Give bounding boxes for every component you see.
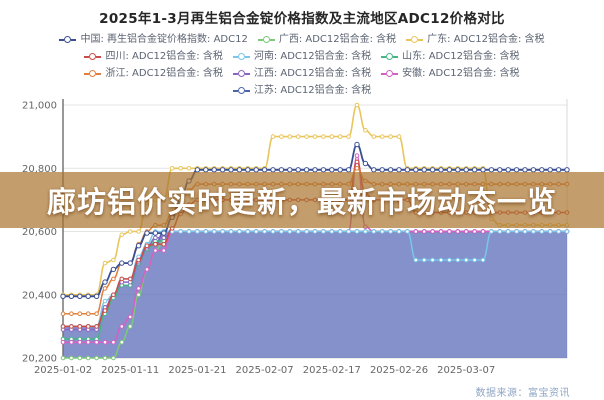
legend-marker-guangxi-icon [257,36,275,43]
data-source-label: 数据来源：富宝资讯 [475,388,570,399]
x-axis-tick-label: 2025-01-02 [34,365,92,376]
legend-marker-jiangxi-icon [232,70,250,77]
legend-marker-shandong-icon [381,53,399,60]
y-axis-tick-label: 21,000 [22,101,57,112]
legend-label-jiangsu: 江苏: ADC12铝合金: 含税 [253,85,372,96]
legend-item-china[interactable]: 中国: 再生铝合金锭价格指数: ADC12 [59,31,248,48]
legend-label-zhejiang: 浙江: ADC12铝合金: 含税 [105,68,223,79]
legend-marker-jiangsu-icon [232,87,250,94]
legend-item-sichuan[interactable]: 四川: ADC12铝合金: 含税 [84,48,223,65]
legend-item-shandong[interactable]: 山东: ADC12铝合金: 含税 [381,48,520,65]
x-axis-tick-label: 2025-02-17 [303,365,361,376]
x-axis-tick-label: 2025-02-07 [236,365,294,376]
legend-label-guangxi: 广西: ADC12铝合金: 含税 [278,34,397,45]
legend-label-china: 中国: 再生铝合金锭价格指数: ADC12 [80,34,248,45]
x-axis-tick-label: 2025-01-21 [168,365,226,376]
headline-text: 廊坊铝价实时更新，最新市场动态一览 [46,185,557,219]
y-axis-tick-label: 20,800 [22,164,57,175]
y-axis-tick-label: 20,600 [22,227,57,238]
price-chart-canvas[interactable]: 21,000 20,800 20,600 20,400 20,2002025-01-02… [0,95,604,380]
legend-label-anhui: 安徽: ADC12铝合金: 含税 [402,68,520,79]
legend-label-henan: 河南: ADC12铝合金: 含税 [253,51,372,62]
legend-marker-henan-icon [232,53,250,60]
x-axis-tick-label: 2025-01-11 [101,365,159,376]
legend-label-shandong: 山东: ADC12铝合金: 含税 [402,51,520,62]
legend-label-jiangxi: 江西: ADC12铝合金: 含税 [253,68,372,79]
legend-item-anhui[interactable]: 安徽: ADC12铝合金: 含税 [381,65,520,82]
series-area-jiangsu [63,231,567,358]
x-axis-tick-label: 2025-02-26 [370,365,428,376]
y-axis-tick-label: 20,400 [22,290,57,301]
legend-marker-zhejiang-icon [84,70,102,77]
legend-marker-china-icon [59,36,77,43]
legend-item-jiangxi[interactable]: 江西: ADC12铝合金: 含税 [232,65,372,82]
chart-title: 2025年1-3月再生铝合金锭价格指数及主流地区ADC12价格对比 [99,11,505,27]
legend-marker-anhui-icon [381,70,399,77]
x-axis-tick-label: 2025-03-07 [437,365,495,376]
legend-item-guangdong[interactable]: 广东: ADC12铝合金: 含税 [406,31,545,48]
legend-item-henan[interactable]: 河南: ADC12铝合金: 含税 [232,48,372,65]
legend-label-guangdong: 广东: ADC12铝合金: 含税 [427,34,545,45]
legend-label-sichuan: 四川: ADC12铝合金: 含税 [105,51,223,62]
chart-legend: 中国: 再生铝合金锭价格指数: ADC12 广西: ADC12铝合金: 含税 广东:… [8,31,596,99]
headline-banner: 廊坊铝价实时更新，最新市场动态一览 [0,172,604,228]
legend-item-jiangsu[interactable]: 江苏: ADC12铝合金: 含税 [232,82,372,99]
y-axis-tick-label: 20,200 [22,354,57,365]
legend-marker-sichuan-icon [84,53,102,60]
legend-item-zhejiang[interactable]: 浙江: ADC12铝合金: 含税 [84,65,223,82]
legend-item-guangxi[interactable]: 广西: ADC12铝合金: 含税 [257,31,397,48]
legend-marker-guangdong-icon [406,36,424,43]
